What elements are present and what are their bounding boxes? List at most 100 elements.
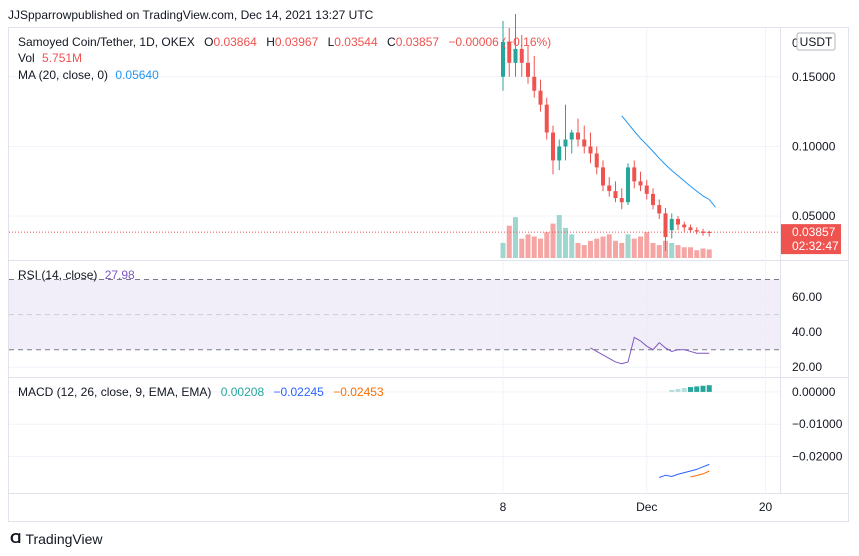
- macd-hist-bar: [700, 385, 706, 392]
- volume-bar: [606, 234, 612, 258]
- high-value: 0.03967: [275, 35, 319, 49]
- macd-tick-label: 0.00000: [792, 385, 836, 399]
- candle-body: [663, 213, 668, 238]
- close-value: 0.03857: [396, 35, 440, 49]
- candle-body: [507, 41, 512, 63]
- volume-value: 5.751M: [42, 51, 82, 65]
- macd-hist-value: 0.00208: [221, 385, 265, 399]
- rsi-tick-label: 60.00: [792, 290, 822, 304]
- volume-bar: [644, 232, 650, 258]
- macd-hist-bar: [694, 386, 700, 392]
- volume-bar: [550, 223, 556, 258]
- volume-bar: [681, 247, 687, 258]
- candle-body: [707, 232, 712, 234]
- price-axis-top-tick: 0: [792, 36, 799, 50]
- volume-bar: [513, 217, 518, 258]
- rsi-legend: RSI (14, close) 27.98: [18, 268, 135, 282]
- rsi-axis-ticks: 60.00 40.00 20.00: [792, 290, 822, 374]
- candle-body: [519, 48, 524, 63]
- candle-body: [551, 132, 555, 161]
- volume-bar: [569, 234, 575, 258]
- volume-bar: [588, 240, 593, 258]
- rsi-tick-label: 20.00: [792, 360, 822, 374]
- footer-brand[interactable]: Ɑ TradingView: [10, 530, 103, 547]
- candle-body: [569, 132, 574, 140]
- rsi-guides: [9, 279, 780, 351]
- time-tick-label: 20: [759, 500, 773, 514]
- volume-bar: [631, 238, 637, 258]
- volume-bar: [700, 248, 706, 258]
- candle-body: [619, 198, 624, 203]
- candle-body: [594, 153, 599, 168]
- tradingview-logo-icon: Ɑ: [10, 530, 21, 547]
- candle-body: [688, 227, 693, 231]
- chart-border: [8, 27, 849, 522]
- macd-line: [659, 463, 710, 478]
- volume-bar: [519, 238, 525, 258]
- volume-bar: [575, 242, 581, 258]
- volume-bar: [563, 227, 568, 258]
- candles: [501, 14, 712, 252]
- volume-bars: [500, 215, 712, 258]
- ohlc-legend: Samoyed Coin/Tether, 1D, OKEX O0.03864 H…: [18, 35, 551, 49]
- ma-value: 0.05640: [115, 68, 159, 82]
- price-axis-ticks: 0.15000 0.10000 0.05000: [792, 70, 836, 223]
- publish-header: JJSpparrowpublished on TradingView.com, …: [8, 8, 373, 22]
- volume-legend: Vol 5.751M: [18, 51, 82, 65]
- rsi-tick-label: 40.00: [792, 325, 822, 339]
- macd-line-value: −0.02245: [273, 385, 324, 399]
- volume-bar: [538, 238, 543, 258]
- last-price-tag: 0.03857: [792, 225, 836, 239]
- candle-body: [644, 185, 649, 194]
- rsi-band: [9, 279, 780, 350]
- volume-bar: [619, 242, 625, 258]
- volume-bar: [613, 240, 618, 258]
- candle-body: [532, 76, 537, 91]
- volume-bar: [669, 242, 675, 258]
- candle-body: [544, 104, 549, 133]
- volume-bar: [688, 247, 693, 258]
- candle-body: [626, 167, 630, 203]
- volume-bar: [706, 249, 712, 258]
- volume-bar: [581, 245, 587, 258]
- candle-body: [632, 167, 637, 182]
- time-tick-label: 8: [500, 500, 507, 514]
- volume-bar: [625, 234, 631, 258]
- currency-badge[interactable]: USDT: [800, 35, 833, 49]
- volume-bar: [600, 236, 606, 258]
- macd-legend: MACD (12, 26, close, 9, EMA, EMA) 0.0020…: [18, 385, 384, 399]
- candle-body: [501, 41, 505, 77]
- volume-bar: [556, 215, 562, 258]
- candle-body: [601, 167, 605, 186]
- macd-hist-bar: [688, 387, 693, 392]
- currency-badge-box[interactable]: [796, 32, 836, 51]
- candle-body: [526, 62, 530, 77]
- change-value: −0.00006 (−0.16%): [448, 35, 551, 49]
- last-price-tag-box: [781, 224, 841, 255]
- macd-axis-ticks: 0.00000 −0.01000 −0.02000: [792, 385, 843, 464]
- candle-body: [657, 205, 662, 214]
- open-value: 0.03864: [213, 35, 257, 49]
- ma-legend: MA (20, close, 0) 0.05640: [18, 68, 159, 82]
- signal-line: [690, 470, 710, 478]
- volume-bar: [531, 236, 537, 258]
- candle-body: [613, 191, 618, 199]
- candle-body: [513, 48, 518, 63]
- volume-bar: [638, 236, 643, 258]
- candle-body: [557, 146, 562, 161]
- countdown-tag: 02:32:47: [792, 239, 839, 253]
- candle-body: [588, 146, 593, 154]
- volume-bar: [506, 225, 512, 258]
- candle-body: [669, 218, 674, 231]
- macd-tick-label: −0.01000: [792, 417, 843, 431]
- time-axis-ticks: 8 Dec 20: [500, 500, 773, 514]
- volume-bar: [650, 242, 656, 258]
- volume-bar: [500, 242, 506, 258]
- candle-body: [694, 230, 699, 232]
- time-tick-label: Dec: [636, 500, 657, 514]
- low-value: 0.03544: [334, 35, 378, 49]
- symbol-title: Samoyed Coin/Tether, 1D, OKEX: [18, 35, 195, 49]
- volume-bar: [525, 234, 531, 258]
- rsi-value: 27.98: [105, 268, 135, 282]
- candle-body: [563, 139, 568, 147]
